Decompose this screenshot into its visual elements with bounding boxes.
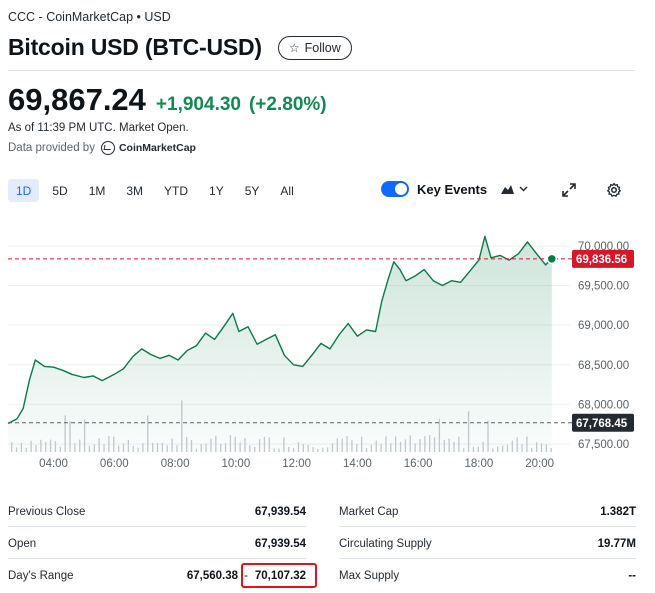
breadcrumb: CCC - CoinMarketCap • USD [8,10,171,24]
stat-label-market-cap: Market Cap [339,506,399,518]
market-time: As of 11:39 PM UTC. Market Open. [8,122,189,134]
x-tick-label: 20:00 [525,458,554,470]
stat-value-circulating-supply: 19.77M [597,538,636,550]
x-tick-label: 08:00 [161,458,190,470]
data-provider: Data provided by CoinMarketCap [8,141,196,155]
y-tick-label: 68,000.00 [578,399,629,411]
price-line [7,235,553,425]
follow-label: Follow [304,40,341,55]
x-tick-label: 06:00 [100,458,129,470]
x-tick-label: 04:00 [39,458,68,470]
follow-button[interactable]: ☆ Follow [277,35,352,60]
stat-label-open: Open [8,538,37,550]
provider-prefix: Data provided by [8,142,95,154]
stat-label-max-supply: Max Supply [339,570,400,582]
y-tick-label: 67,500.00 [578,439,629,451]
price-area [8,236,552,452]
range-3m[interactable]: 3M [126,183,144,198]
price-change: +1,904.30 [155,94,241,115]
price-row: 69,867.24 +1,904.30 (+2.80%) [8,82,327,118]
x-tick-label: 12:00 [282,458,311,470]
stat-value-days-range-high: 70,107.32 [254,570,306,582]
price-chart[interactable]: 70,000.0069,500.0069,000.0068,500.0068,0… [0,220,655,475]
coinmarketcap-icon [100,141,115,155]
range-5y[interactable]: 5Y [244,183,260,198]
range-5d[interactable]: 5D [52,183,68,198]
range-all[interactable]: All [280,183,294,198]
expand-icon[interactable] [561,182,577,198]
header-divider [8,70,635,71]
current-price-dot [546,253,558,265]
key-events-control: Key Events [381,181,533,197]
x-tick-label: 18:00 [464,458,493,470]
current-price: 69,867.24 [8,82,146,117]
title-row: Bitcoin USD (BTC-USD) ☆ Follow [8,34,352,61]
provider-name: CoinMarketCap [118,142,196,154]
range-1m[interactable]: 1M [88,183,106,198]
range-1d[interactable]: 1D [8,179,40,202]
range-1y[interactable]: 1Y [209,183,224,198]
key-events-toggle[interactable] [381,181,409,197]
key-events-label: Key Events [417,181,488,197]
stat-label-previous-close: Previous Close [8,506,86,518]
stat-divider [8,526,306,527]
range-ytd[interactable]: YTD [164,183,189,198]
days-range-high-highlight [241,563,317,588]
chart-type-dropdown[interactable] [501,184,533,194]
x-tick-label: 14:00 [343,458,372,470]
stat-value-open: 67,939.54 [254,538,306,550]
stat-value-max-supply: -- [628,570,636,582]
x-tick-label: 10:00 [221,458,250,470]
stat-value-days-range-sep: - [244,570,248,582]
y-axis: 70,000.0069,500.0069,000.0068,500.0068,0… [578,241,629,451]
y-tick-label: 69,500.00 [578,281,629,293]
stat-value-market-cap: 1.382T [600,506,636,518]
stat-label-circulating-supply: Circulating Supply [339,538,432,550]
stat-divider [8,558,306,559]
coinmarketcap-logo[interactable]: CoinMarketCap [100,141,196,155]
stat-value-days-range-low: 67,560.38 [186,570,238,582]
x-axis: 04:00 06:00 08:00 10:00 12:00 14:00 16:00 18:00… [39,458,554,470]
current-price-label: 69,836.56 [576,254,627,266]
previous-close-label-bg [572,413,634,432]
mountain-chart-icon [501,185,515,194]
gear-icon[interactable] [606,182,622,198]
y-tick-label: 69,000.00 [578,320,629,332]
previous-close-label: 67,768.45 [576,418,628,430]
star-icon: ☆ [288,40,300,55]
stat-label-days-range: Day's Range [8,570,74,582]
x-tick-label: 16:00 [404,458,433,470]
stat-divider [339,558,636,559]
stat-value-previous-close: 67,939.54 [254,506,306,518]
stat-divider [339,526,636,527]
price-change-percent: (+2.80%) [248,94,327,115]
chevron-down-icon [519,186,528,192]
page-title: Bitcoin USD (BTC-USD) [8,34,262,60]
range-selector: 1D 5D 1M 3M YTD 1Y 5Y All [8,179,307,202]
current-price-label-bg [572,249,634,268]
y-tick-label: 68,500.00 [578,360,629,372]
